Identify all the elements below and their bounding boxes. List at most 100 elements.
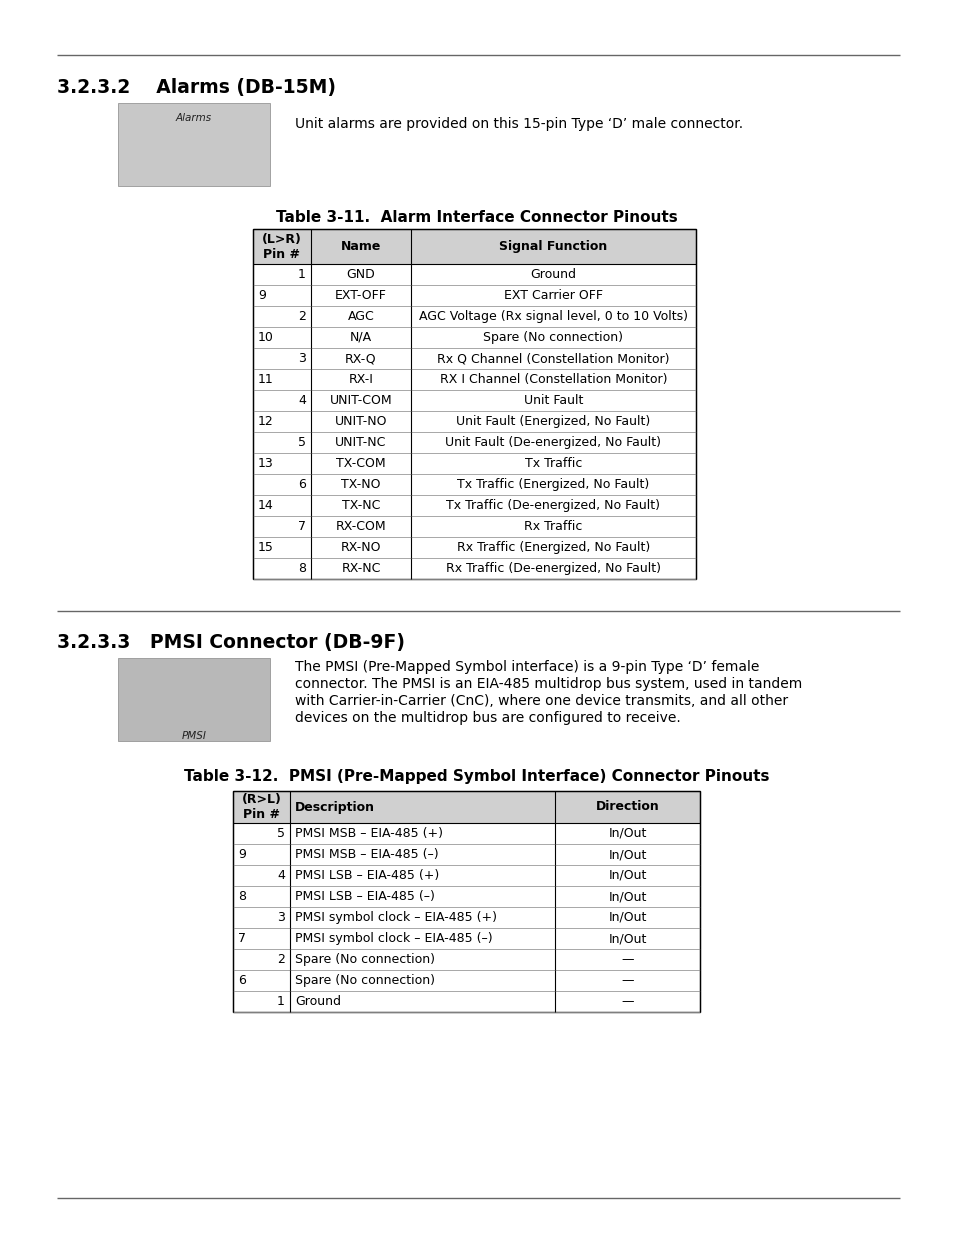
Text: 7: 7 xyxy=(237,932,246,945)
Bar xyxy=(253,495,696,516)
Bar xyxy=(233,790,700,1011)
Text: In/Out: In/Out xyxy=(608,911,646,924)
Text: Unit Fault: Unit Fault xyxy=(523,394,582,408)
Bar xyxy=(253,348,696,369)
Text: 11: 11 xyxy=(257,373,274,387)
Text: 4: 4 xyxy=(297,394,306,408)
Bar xyxy=(233,990,700,1011)
Text: 13: 13 xyxy=(257,457,274,471)
Bar xyxy=(233,790,700,823)
Text: TX-NC: TX-NC xyxy=(341,499,380,513)
Text: 6: 6 xyxy=(237,974,246,987)
Bar xyxy=(233,885,700,906)
Text: Ground: Ground xyxy=(530,268,576,282)
Text: Signal Function: Signal Function xyxy=(498,240,607,253)
Bar xyxy=(233,969,700,990)
Text: RX-COM: RX-COM xyxy=(335,520,386,534)
Text: 5: 5 xyxy=(297,436,306,450)
Text: Unit alarms are provided on this 15-pin Type ‘D’ male connector.: Unit alarms are provided on this 15-pin … xyxy=(294,117,742,131)
Text: EXT-OFF: EXT-OFF xyxy=(335,289,387,303)
Bar xyxy=(253,474,696,495)
Bar xyxy=(253,327,696,348)
Bar xyxy=(233,864,700,885)
Text: 2: 2 xyxy=(297,310,306,324)
Text: Rx Traffic (De-energized, No Fault): Rx Traffic (De-energized, No Fault) xyxy=(446,562,660,576)
Text: —: — xyxy=(620,995,633,1008)
Bar xyxy=(253,228,696,264)
Bar xyxy=(253,537,696,558)
Bar xyxy=(253,390,696,411)
Text: The PMSI (​Pre-​Mapped Symbol ​interface​) is a 9-pin Type ‘D’ female: The PMSI (​Pre-​Mapped Symbol ​interface… xyxy=(294,659,759,674)
Text: RX-NC: RX-NC xyxy=(341,562,380,576)
Text: 3: 3 xyxy=(276,911,285,924)
Text: In/Out: In/Out xyxy=(608,890,646,903)
Bar xyxy=(253,516,696,537)
Text: Name: Name xyxy=(340,240,381,253)
Bar xyxy=(118,658,270,741)
Text: 3.2.3.2    Alarms (DB-15M): 3.2.3.2 Alarms (DB-15M) xyxy=(57,78,335,98)
Text: 3: 3 xyxy=(297,352,306,366)
Text: EXT Carrier OFF: EXT Carrier OFF xyxy=(503,289,602,303)
Bar xyxy=(253,558,696,579)
Text: UNIT-COM: UNIT-COM xyxy=(330,394,392,408)
Text: PMSI MSB – EIA-485 (–): PMSI MSB – EIA-485 (–) xyxy=(294,848,438,861)
Text: Unit Fault (De-energized, No Fault): Unit Fault (De-energized, No Fault) xyxy=(445,436,660,450)
Bar xyxy=(253,264,696,285)
Text: AGC Voltage (Rx signal level, 0 to 10 Volts): AGC Voltage (Rx signal level, 0 to 10 Vo… xyxy=(418,310,687,324)
Text: Spare (No connection): Spare (No connection) xyxy=(294,974,435,987)
Text: In/Out: In/Out xyxy=(608,869,646,882)
Text: PMSI symbol clock – EIA-485 (–): PMSI symbol clock – EIA-485 (–) xyxy=(294,932,492,945)
Text: Table 3-11.  Alarm Interface Connector Pinouts: Table 3-11. Alarm Interface Connector Pi… xyxy=(275,210,678,225)
Text: N/A: N/A xyxy=(350,331,372,345)
Bar xyxy=(253,285,696,306)
Text: In/Out: In/Out xyxy=(608,848,646,861)
Text: PMSI LSB – EIA-485 (+): PMSI LSB – EIA-485 (+) xyxy=(294,869,438,882)
Text: 1: 1 xyxy=(297,268,306,282)
Text: 15: 15 xyxy=(257,541,274,555)
Text: 8: 8 xyxy=(297,562,306,576)
Text: 9: 9 xyxy=(237,848,246,861)
Text: In/Out: In/Out xyxy=(608,827,646,840)
Bar xyxy=(233,823,700,844)
Bar xyxy=(233,844,700,864)
Text: GND: GND xyxy=(346,268,375,282)
Text: —: — xyxy=(620,953,633,966)
Text: In/Out: In/Out xyxy=(608,932,646,945)
Bar xyxy=(253,411,696,432)
Text: Unit Fault (Energized, No Fault): Unit Fault (Energized, No Fault) xyxy=(456,415,650,429)
Bar xyxy=(253,432,696,453)
Text: Table 3-12.  PMSI (Pre-Mapped Symbol Interface) Connector Pinouts: Table 3-12. PMSI (Pre-Mapped Symbol Inte… xyxy=(184,769,769,784)
Text: UNIT-NC: UNIT-NC xyxy=(335,436,386,450)
Text: AGC: AGC xyxy=(347,310,374,324)
Text: Rx Traffic (Energized, No Fault): Rx Traffic (Energized, No Fault) xyxy=(456,541,649,555)
Text: Spare (No connection): Spare (No connection) xyxy=(483,331,623,345)
Text: 4: 4 xyxy=(276,869,285,882)
Text: PMSI: PMSI xyxy=(181,731,206,741)
Bar xyxy=(233,948,700,969)
Bar xyxy=(253,228,696,579)
Text: —: — xyxy=(620,974,633,987)
Text: 9: 9 xyxy=(257,289,266,303)
Bar xyxy=(253,306,696,327)
Text: Description: Description xyxy=(294,800,375,814)
Bar xyxy=(233,906,700,927)
Text: connector. The PMSI is an EIA-485 multidrop bus system, used in tandem: connector. The PMSI is an EIA-485 multid… xyxy=(294,677,801,692)
Text: Rx Q Channel (Constellation Monitor): Rx Q Channel (Constellation Monitor) xyxy=(436,352,669,366)
Text: RX-NO: RX-NO xyxy=(340,541,381,555)
Text: 7: 7 xyxy=(297,520,306,534)
Text: 3.2.3.3   PMSI Connector (DB-9F): 3.2.3.3 PMSI Connector (DB-9F) xyxy=(57,634,405,652)
Text: Tx Traffic (Energized, No Fault): Tx Traffic (Energized, No Fault) xyxy=(456,478,649,492)
Text: 12: 12 xyxy=(257,415,274,429)
Text: 2: 2 xyxy=(276,953,285,966)
Text: PMSI LSB – EIA-485 (–): PMSI LSB – EIA-485 (–) xyxy=(294,890,435,903)
Text: PMSI MSB – EIA-485 (+): PMSI MSB – EIA-485 (+) xyxy=(294,827,442,840)
Text: Rx Traffic: Rx Traffic xyxy=(524,520,582,534)
Text: RX-I: RX-I xyxy=(348,373,373,387)
Text: 1: 1 xyxy=(276,995,285,1008)
Text: devices on the multidrop bus are configured to receive.: devices on the multidrop bus are configu… xyxy=(294,711,680,725)
Text: TX-NO: TX-NO xyxy=(341,478,380,492)
Text: Ground: Ground xyxy=(294,995,340,1008)
Text: 10: 10 xyxy=(257,331,274,345)
Text: PMSI symbol clock – EIA-485 (+): PMSI symbol clock – EIA-485 (+) xyxy=(294,911,497,924)
Text: (L>R)
Pin #: (L>R) Pin # xyxy=(262,232,301,261)
